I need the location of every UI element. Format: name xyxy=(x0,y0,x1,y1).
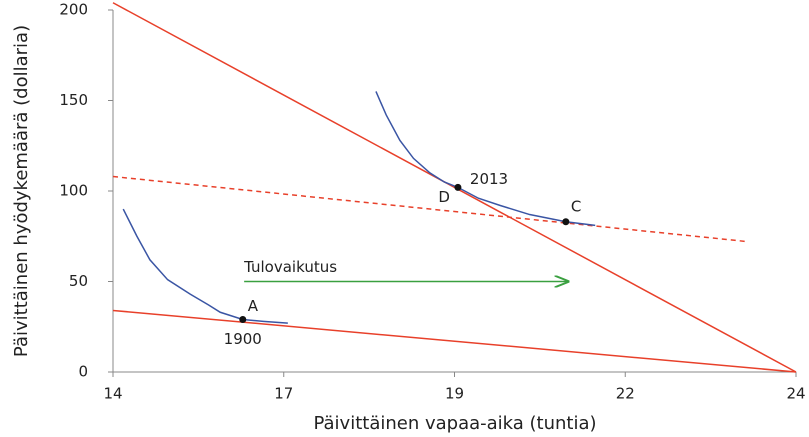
budget-line-dashed xyxy=(112,175,749,243)
y-tick-label: 50 xyxy=(69,272,88,290)
point-label: D xyxy=(438,188,450,206)
x-tick-label: 17 xyxy=(274,385,293,403)
y-tick-label: 100 xyxy=(59,182,88,200)
point-label: A xyxy=(248,297,259,315)
point xyxy=(562,218,570,226)
year-label: 1900 xyxy=(224,330,262,348)
y-tick-label: 150 xyxy=(59,91,88,109)
y-tick-label: 0 xyxy=(78,363,88,381)
x-tick-label: 22 xyxy=(616,385,635,403)
point xyxy=(239,316,247,324)
curve xyxy=(122,208,288,324)
point xyxy=(454,183,462,191)
year-label: 2013 xyxy=(470,170,508,188)
y-tick-label: 200 xyxy=(59,1,88,19)
x-tick-label: 19 xyxy=(445,385,464,403)
x-tick-label: 24 xyxy=(786,385,805,403)
arrow-label: Tulovaikutus xyxy=(243,258,337,276)
curve xyxy=(112,309,797,373)
y-axis-label: Päivittäinen hyödykemäärä (dollaria) xyxy=(11,25,32,357)
curve xyxy=(375,91,596,227)
point-label: C xyxy=(571,197,581,215)
x-tick-label: 14 xyxy=(103,385,122,403)
x-axis-label: Päivittäinen vapaa-aika (tuntia) xyxy=(313,413,596,434)
